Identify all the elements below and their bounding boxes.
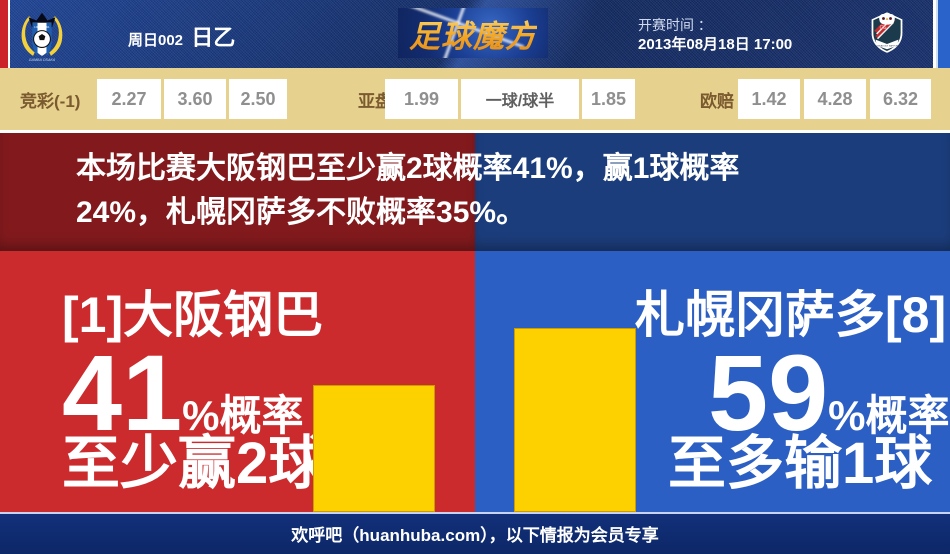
svg-text:1980 1991: 1980 1991 xyxy=(34,25,50,29)
svg-text:S: S xyxy=(883,25,887,31)
svg-text:GAMBA OSAKA: GAMBA OSAKA xyxy=(29,58,56,62)
